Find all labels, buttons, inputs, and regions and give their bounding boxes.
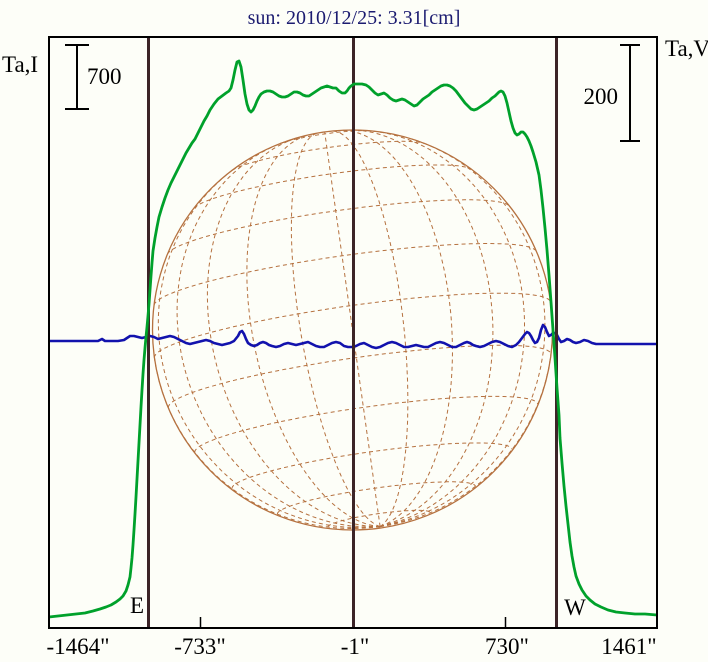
limb-marker-lines bbox=[147, 37, 558, 628]
x-axis-label: 1461" bbox=[601, 634, 656, 659]
left-scale-bar-value: 700 bbox=[87, 64, 122, 89]
x-axis-tick-marks bbox=[199, 617, 507, 627]
chart-title: sun: 2010/12/25: 3.31[cm] bbox=[248, 7, 461, 29]
ta-v-curve bbox=[49, 323, 657, 350]
x-axis-label: 730" bbox=[485, 634, 529, 659]
ta-i-curve bbox=[48, 59, 658, 619]
plot-border bbox=[48, 36, 658, 629]
west-limb-label: W bbox=[564, 595, 586, 620]
right-scale-bar bbox=[620, 44, 640, 142]
east-limb-label: E bbox=[130, 593, 144, 618]
x-axis-label: -733" bbox=[174, 634, 226, 659]
right-scale-bar-value: 200 bbox=[584, 84, 619, 109]
scale-bars bbox=[65, 44, 640, 142]
left-axis-title: Ta,I bbox=[2, 52, 38, 77]
right-axis-title: Ta,V bbox=[665, 36, 708, 61]
x-axis-label: -1" bbox=[341, 634, 370, 659]
x-axis-labels: -1464" -733" -1" 730" 1461" bbox=[46, 634, 656, 659]
x-axis-label: -1464" bbox=[46, 634, 109, 659]
left-scale-bar bbox=[65, 44, 89, 110]
